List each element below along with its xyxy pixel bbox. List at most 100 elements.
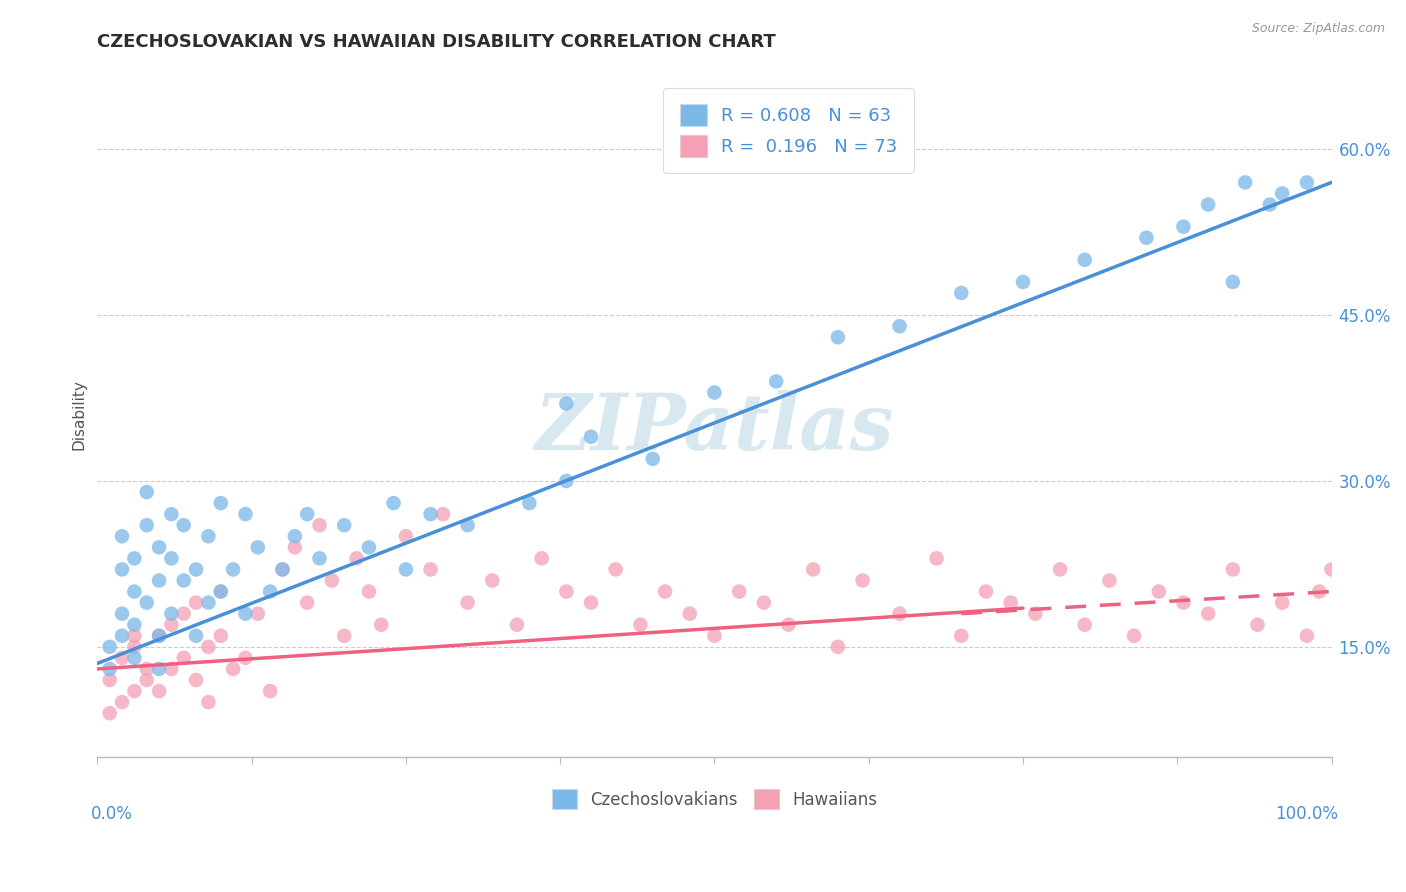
Point bbox=[370, 617, 392, 632]
Point bbox=[1308, 584, 1330, 599]
Point bbox=[395, 529, 418, 543]
Point bbox=[1271, 596, 1294, 610]
Point bbox=[628, 617, 651, 632]
Point bbox=[1246, 617, 1268, 632]
Point bbox=[1098, 574, 1121, 588]
Point bbox=[641, 451, 664, 466]
Point bbox=[197, 529, 219, 543]
Point bbox=[1258, 197, 1281, 211]
Point bbox=[148, 541, 170, 555]
Point bbox=[1073, 617, 1095, 632]
Point bbox=[1271, 186, 1294, 201]
Point bbox=[517, 496, 540, 510]
Point bbox=[135, 518, 157, 533]
Point bbox=[382, 496, 405, 510]
Text: Source: ZipAtlas.com: Source: ZipAtlas.com bbox=[1251, 22, 1385, 36]
Point bbox=[173, 651, 195, 665]
Point bbox=[1295, 176, 1317, 190]
Point bbox=[284, 541, 307, 555]
Point bbox=[98, 706, 121, 721]
Point bbox=[173, 518, 195, 533]
Point bbox=[1000, 596, 1022, 610]
Point bbox=[246, 607, 269, 621]
Point bbox=[259, 684, 281, 698]
Point bbox=[728, 584, 751, 599]
Point bbox=[284, 529, 307, 543]
Point bbox=[135, 596, 157, 610]
Point bbox=[703, 629, 725, 643]
Point bbox=[778, 617, 800, 632]
Point bbox=[124, 684, 146, 698]
Point bbox=[1222, 562, 1244, 576]
Point bbox=[184, 673, 207, 687]
Point bbox=[246, 541, 269, 555]
Point bbox=[308, 518, 330, 533]
Point bbox=[1320, 562, 1343, 576]
Point bbox=[197, 695, 219, 709]
Point bbox=[98, 640, 121, 654]
Point bbox=[184, 562, 207, 576]
Point bbox=[555, 584, 578, 599]
Point bbox=[1173, 596, 1195, 610]
Point bbox=[321, 574, 343, 588]
Text: 100.0%: 100.0% bbox=[1275, 805, 1337, 823]
Point bbox=[111, 695, 134, 709]
Point bbox=[235, 607, 257, 621]
Point bbox=[222, 662, 245, 676]
Point bbox=[333, 518, 356, 533]
Legend: R = 0.608   N = 63, R =  0.196   N = 73: R = 0.608 N = 63, R = 0.196 N = 73 bbox=[664, 87, 914, 173]
Point bbox=[160, 507, 183, 521]
Point bbox=[124, 651, 146, 665]
Point bbox=[271, 562, 294, 576]
Point bbox=[1012, 275, 1035, 289]
Point bbox=[160, 607, 183, 621]
Point bbox=[801, 562, 824, 576]
Point bbox=[173, 574, 195, 588]
Point bbox=[259, 584, 281, 599]
Point bbox=[148, 629, 170, 643]
Point bbox=[111, 562, 134, 576]
Point bbox=[851, 574, 873, 588]
Point bbox=[765, 375, 787, 389]
Point bbox=[555, 396, 578, 410]
Point bbox=[124, 584, 146, 599]
Point bbox=[357, 541, 380, 555]
Point bbox=[1173, 219, 1195, 234]
Point bbox=[419, 507, 441, 521]
Point bbox=[395, 562, 418, 576]
Point bbox=[925, 551, 948, 566]
Point bbox=[135, 485, 157, 500]
Point bbox=[703, 385, 725, 400]
Point bbox=[679, 607, 702, 621]
Point bbox=[752, 596, 775, 610]
Point bbox=[506, 617, 529, 632]
Point bbox=[555, 474, 578, 488]
Text: 0.0%: 0.0% bbox=[91, 805, 134, 823]
Point bbox=[135, 673, 157, 687]
Point bbox=[184, 596, 207, 610]
Point bbox=[1295, 629, 1317, 643]
Point bbox=[271, 562, 294, 576]
Point bbox=[950, 285, 973, 300]
Point bbox=[209, 584, 232, 599]
Point bbox=[308, 551, 330, 566]
Point bbox=[457, 596, 479, 610]
Point bbox=[579, 596, 602, 610]
Point bbox=[135, 662, 157, 676]
Point bbox=[889, 607, 911, 621]
Point bbox=[654, 584, 676, 599]
Point bbox=[124, 640, 146, 654]
Point bbox=[889, 319, 911, 334]
Point bbox=[974, 584, 997, 599]
Point bbox=[111, 529, 134, 543]
Point bbox=[111, 607, 134, 621]
Point bbox=[209, 584, 232, 599]
Point bbox=[124, 551, 146, 566]
Point bbox=[295, 596, 318, 610]
Point bbox=[222, 562, 245, 576]
Point bbox=[432, 507, 454, 521]
Point bbox=[1197, 607, 1219, 621]
Point bbox=[148, 574, 170, 588]
Point bbox=[235, 651, 257, 665]
Point bbox=[1234, 176, 1257, 190]
